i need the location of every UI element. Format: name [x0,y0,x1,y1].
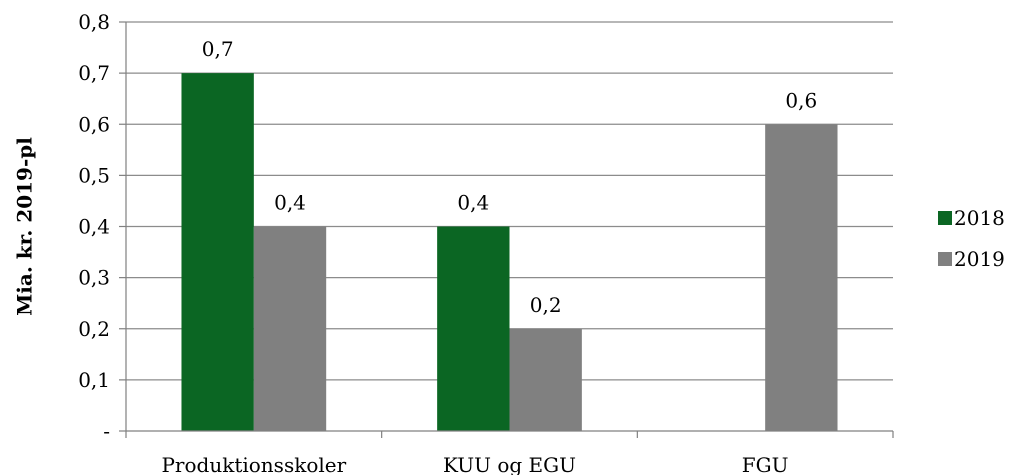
legend-label: 2018 [954,206,1005,230]
y-tick-label: 0,6 [78,112,110,136]
y-tick-label: 0,7 [78,61,110,85]
x-category-label: KUU og EGU [443,453,576,475]
legend-swatch-2019 [938,252,952,266]
bar-2019-0 [253,226,327,431]
data-label: 0,7 [202,37,234,61]
y-tick-label: 0,3 [78,266,110,290]
bar-2018-0 [181,73,254,431]
y-tick-label: 0,2 [78,317,110,341]
data-label: 0,4 [274,191,306,215]
y-tick-label: 0,4 [78,215,110,239]
bar-2019-2 [765,124,838,431]
y-tick-label: 0,8 [78,10,110,34]
y-tick-label: - [103,419,110,443]
legend-label: 2019 [954,247,1005,271]
axes [125,22,893,432]
bar-2019-1 [509,328,582,431]
labels: - 0,1 0,2 0,3 0,4 0,5 0,6 0,7 0,8 0,7 0,4 Produktio… [78,10,817,475]
data-label: 0,2 [530,293,562,317]
legend: 2018 2019 [938,206,1005,271]
y-axis-title: Mia. kr. 2019-pl [13,137,37,316]
legend-swatch-2018 [938,211,952,225]
data-label: 0,6 [785,88,817,112]
x-category-label: FGU [742,453,789,475]
y-tick-label: 0,5 [78,163,110,187]
data-label: 0,4 [457,191,489,215]
x-category-label: Produktionsskoler [161,453,346,475]
y-tick-label: 0,1 [78,368,110,392]
bar-2018-1 [437,226,510,431]
bars [181,73,838,431]
